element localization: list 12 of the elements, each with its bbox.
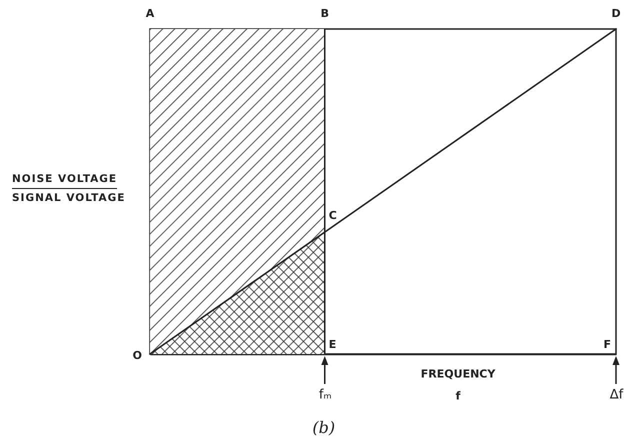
x-tick-label: fₘ [318, 388, 332, 402]
text: O [132, 349, 142, 362]
y-axis-title: NOISE VOLTAGE SIGNAL VOLTAGE [12, 172, 126, 204]
annotation: C [328, 209, 337, 222]
annotation: A [146, 7, 155, 20]
annotation: F [603, 338, 611, 351]
x-tick-label: Δf [610, 388, 624, 402]
text: (b) [312, 418, 336, 437]
annotation: D [611, 7, 621, 20]
annotation: E [328, 338, 336, 351]
annotation: B [320, 7, 329, 20]
x-axis-title: FREQUENCY f [420, 368, 496, 402]
